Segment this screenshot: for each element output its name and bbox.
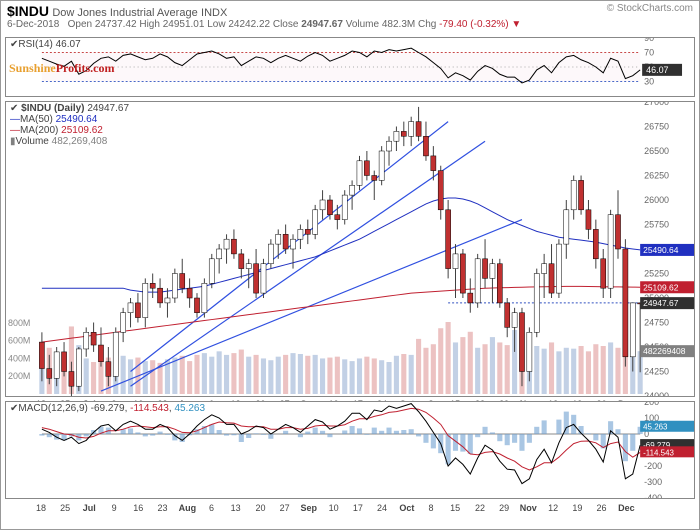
svg-text:24250: 24250 (644, 366, 669, 376)
chart-date: 6-Dec-2018 (7, 19, 59, 30)
svg-text:24000: 24000 (644, 391, 669, 396)
ticker-name: Dow Jones Industrial Average (52, 7, 197, 19)
svg-text:24750: 24750 (644, 317, 669, 327)
svg-text:800M: 800M (8, 318, 30, 328)
svg-text:25750: 25750 (644, 219, 669, 229)
ma50-label: —MA(50) 25490.64 (10, 114, 129, 125)
ma200-label: —MA(200) 25109.62 (10, 125, 129, 136)
svg-text:-114.543: -114.543 (643, 448, 674, 457)
svg-text:46.07: 46.07 (646, 65, 668, 75)
ohlc-line: 6-Dec-2018 Open 24737.42 High 24951.01 L… (7, 19, 521, 30)
svg-text:70: 70 (644, 47, 654, 57)
price-labels: ✔ $INDU (Daily) 24947.67 —MA(50) 25490.6… (10, 103, 129, 147)
svg-text:-300: -300 (644, 477, 662, 487)
svg-text:-400: -400 (644, 493, 662, 498)
svg-text:25109.62: 25109.62 (643, 282, 679, 292)
watermark: SunshineProfits.com (9, 61, 114, 76)
svg-text:30: 30 (644, 76, 654, 86)
rsi-label: ✔RSI(14) 46.07 (10, 39, 81, 50)
svg-text:25490.64: 25490.64 (643, 245, 679, 255)
svg-text:26500: 26500 (644, 146, 669, 156)
volume-label: ▮Volume 482,269,408 (10, 136, 129, 147)
macd-panel: ✔MACD(12,26,9) -69.279, -114.543, 45.263… (5, 401, 695, 499)
svg-text:26000: 26000 (644, 195, 669, 205)
x-axis-bottom: 1825Jul91623Aug6132027Sep101724Oct815222… (5, 499, 695, 513)
svg-text:-200: -200 (644, 461, 662, 471)
svg-text:25250: 25250 (644, 268, 669, 278)
macd-label: ✔MACD(12,26,9) -69.279, -114.543, 45.263 (10, 403, 205, 414)
stock-chart: $INDU Dow Jones Industrial Average INDX … (0, 0, 700, 530)
svg-text:26250: 26250 (644, 170, 669, 180)
svg-text:45.263: 45.263 (643, 423, 668, 432)
svg-text:200: 200 (644, 402, 659, 407)
svg-text:200M: 200M (8, 371, 30, 381)
svg-text:400M: 400M (8, 353, 30, 363)
price-panel: ✔ $INDU (Daily) 24947.67 —MA(50) 25490.6… (5, 101, 695, 397)
svg-text:482269408: 482269408 (643, 346, 686, 356)
check-icon: ✔ (10, 103, 18, 114)
ticker-symbol: $INDU (7, 3, 49, 19)
svg-text:26750: 26750 (644, 121, 669, 131)
macd-plot: -400-300-200-100010020045.263-69.279-114… (6, 402, 694, 498)
attribution: © StockCharts.com (607, 3, 693, 14)
svg-text:90: 90 (644, 38, 654, 43)
svg-text:600M: 600M (8, 336, 30, 346)
chart-header: $INDU Dow Jones Industrial Average INDX (7, 3, 227, 19)
svg-text:24947.67: 24947.67 (643, 298, 679, 308)
svg-text:27000: 27000 (644, 102, 669, 107)
ticker-type: INDX (201, 7, 227, 19)
